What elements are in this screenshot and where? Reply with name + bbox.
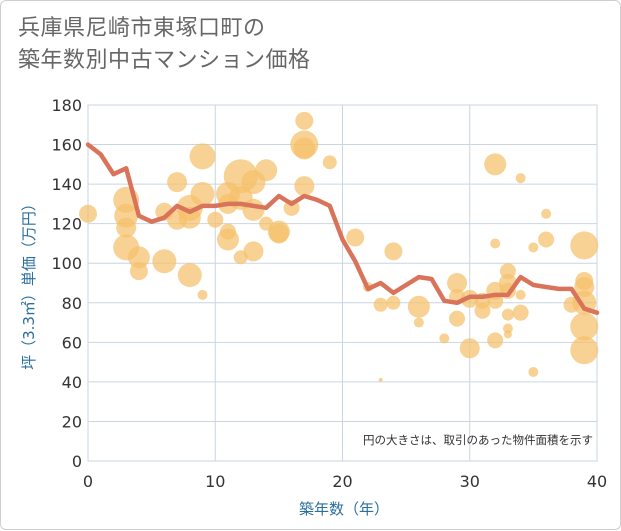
bubble-point <box>346 228 365 247</box>
y-tick-label: 120 <box>51 215 82 234</box>
x-tick-label: 0 <box>83 472 93 491</box>
bubble-series <box>79 111 599 382</box>
y-tick-label: 60 <box>62 333 82 352</box>
chart-title-line-2: 築年数別中古マンション価格 <box>18 48 311 73</box>
bubble-point <box>295 111 314 130</box>
bubble-point <box>570 312 599 341</box>
bubble-point <box>570 336 599 365</box>
chart-title-line-1: 兵庫県尼崎市東塚口町の <box>18 16 266 41</box>
bubble-point <box>243 241 264 262</box>
bubble-size-note: 円の大きさは、取引のあった物件面積を示す <box>363 433 593 447</box>
bubble-point <box>512 304 529 321</box>
y-axis-title: 坪（3.3㎡）単価（万円） <box>20 196 38 370</box>
y-tick-label: 20 <box>62 412 82 431</box>
bubble-point <box>474 302 491 319</box>
bubble-point <box>116 217 137 238</box>
bubble-point <box>487 332 504 349</box>
bubble-point <box>538 231 555 248</box>
bubble-point <box>152 249 177 274</box>
bubble-point <box>294 176 315 197</box>
bubble-point <box>167 172 188 193</box>
bubble-point <box>502 323 513 334</box>
bubble-point <box>242 198 265 221</box>
bubble-point <box>127 246 150 269</box>
bubble-point <box>129 262 148 281</box>
y-tick-label: 140 <box>51 175 82 194</box>
bubble-point <box>407 295 430 318</box>
bubble-point <box>541 208 552 219</box>
x-axis-ticks: 0 10 20 30 40 <box>83 472 607 491</box>
bubble-point <box>373 297 388 312</box>
bubble-point <box>378 377 383 382</box>
plot-border <box>87 104 598 462</box>
bubble-point <box>216 228 239 251</box>
bubble-point <box>570 231 599 260</box>
bubble-point <box>515 289 526 300</box>
bubble-point <box>447 273 468 293</box>
bubble-point <box>189 143 216 170</box>
x-axis-title: 築年数（年） <box>299 500 389 518</box>
y-tick-label: 180 <box>51 96 82 115</box>
bubble-point <box>528 367 539 377</box>
bubble-point <box>484 153 507 176</box>
bubble-point <box>439 333 450 344</box>
bubble-point <box>503 330 512 339</box>
x-tick-label: 40 <box>587 472 607 491</box>
x-tick-label: 30 <box>460 472 480 491</box>
bubble-point <box>528 242 539 253</box>
trend-line-series <box>85 142 600 315</box>
x-tick-label: 10 <box>205 472 225 491</box>
bubble-point <box>449 310 466 327</box>
bubble-point <box>490 238 501 249</box>
bubble-point <box>197 289 208 300</box>
y-tick-label: 100 <box>51 254 82 273</box>
bubble-point <box>178 206 201 229</box>
bubble-point <box>386 295 401 310</box>
y-axis-ticks: 0 20 40 60 80 100 120 140 160 180 <box>51 96 82 471</box>
bubble-point <box>268 223 289 244</box>
y-tick-label: 160 <box>51 136 82 155</box>
bubble-point <box>293 137 316 160</box>
bubble-point <box>322 155 337 170</box>
bubble-point <box>413 317 424 328</box>
bubble-point <box>207 211 224 228</box>
average-price-line <box>85 142 600 315</box>
bubble-point <box>384 242 403 261</box>
bubble-point <box>79 204 97 223</box>
bubble-point <box>501 308 514 321</box>
bubble-point <box>459 338 480 359</box>
x-tick-label: 20 <box>332 472 352 491</box>
bubble-point <box>190 182 215 206</box>
y-tick-label: 80 <box>62 294 82 313</box>
bubble-point <box>515 173 526 184</box>
bubble-point <box>177 263 202 288</box>
bubble-point <box>255 159 278 182</box>
chart-grid <box>87 104 598 462</box>
chart-title: 兵庫県尼崎市東塚口町の 築年数別中古マンション価格 <box>18 13 311 77</box>
y-tick-label: 0 <box>72 452 82 471</box>
y-tick-label: 40 <box>62 373 82 392</box>
